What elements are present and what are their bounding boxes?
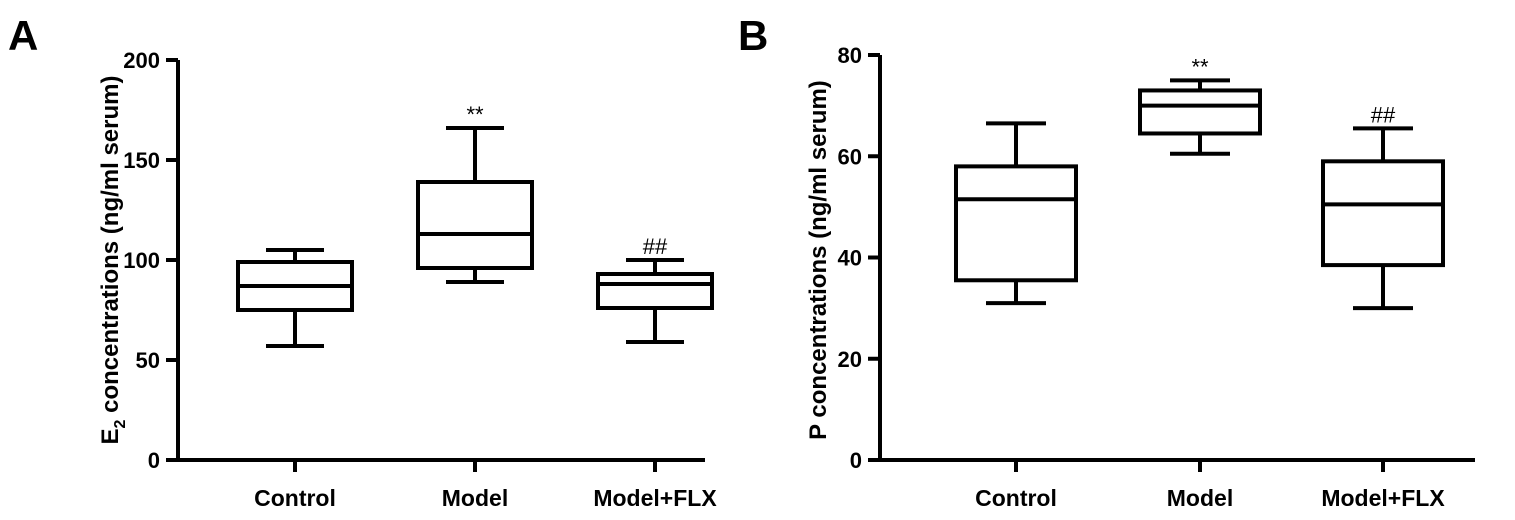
significance-label: ## xyxy=(1371,102,1396,127)
box-model-flx: ## xyxy=(596,234,714,344)
significance-label: ** xyxy=(466,102,484,127)
category-label: Control xyxy=(254,485,336,511)
y-tick-label: 0 xyxy=(148,448,160,473)
significance-label: ## xyxy=(643,234,668,259)
iqr-box xyxy=(1321,159,1445,268)
y-tick-label: 150 xyxy=(123,148,160,173)
panel-A: A 0 50 100 150 200 Control Model Model+FLX E2 con… xyxy=(8,12,717,511)
box-control xyxy=(954,121,1078,306)
y-tick-label: 50 xyxy=(136,348,160,373)
category-label: Model xyxy=(442,485,508,511)
y-tick-label: 100 xyxy=(123,248,160,273)
panel-B: B 0 20 40 60 80 Control Model Model+FLX P concent… xyxy=(738,12,1475,511)
significance-label: ** xyxy=(1191,54,1209,79)
y-axis-title: E2 concentrations (ng/ml serum) xyxy=(97,76,129,445)
panel-letter: A xyxy=(8,12,38,59)
category-label: Control xyxy=(975,485,1057,511)
category-label: Model+FLX xyxy=(593,485,717,511)
y-tick-label: 40 xyxy=(838,246,862,271)
iqr-box xyxy=(416,180,534,270)
box-model: ** xyxy=(416,102,534,284)
iqr-box xyxy=(596,272,714,310)
category-label: Model xyxy=(1167,485,1233,511)
y-tick-label: 200 xyxy=(123,48,160,73)
y-tick-label: 0 xyxy=(850,448,862,473)
y-tick-label: 80 xyxy=(838,43,862,68)
iqr-box xyxy=(954,164,1078,283)
panel-letter: B xyxy=(738,12,768,59)
box-control xyxy=(236,248,354,348)
y-tick-label: 60 xyxy=(838,144,862,169)
y-axis-title: P concentrations (ng/ml serum) xyxy=(805,80,832,440)
box-model: ** xyxy=(1138,54,1262,156)
iqr-box xyxy=(1138,88,1262,136)
box-model-flx: ## xyxy=(1321,102,1445,311)
category-label: Model+FLX xyxy=(1321,485,1445,511)
y-tick-label: 20 xyxy=(838,347,862,372)
